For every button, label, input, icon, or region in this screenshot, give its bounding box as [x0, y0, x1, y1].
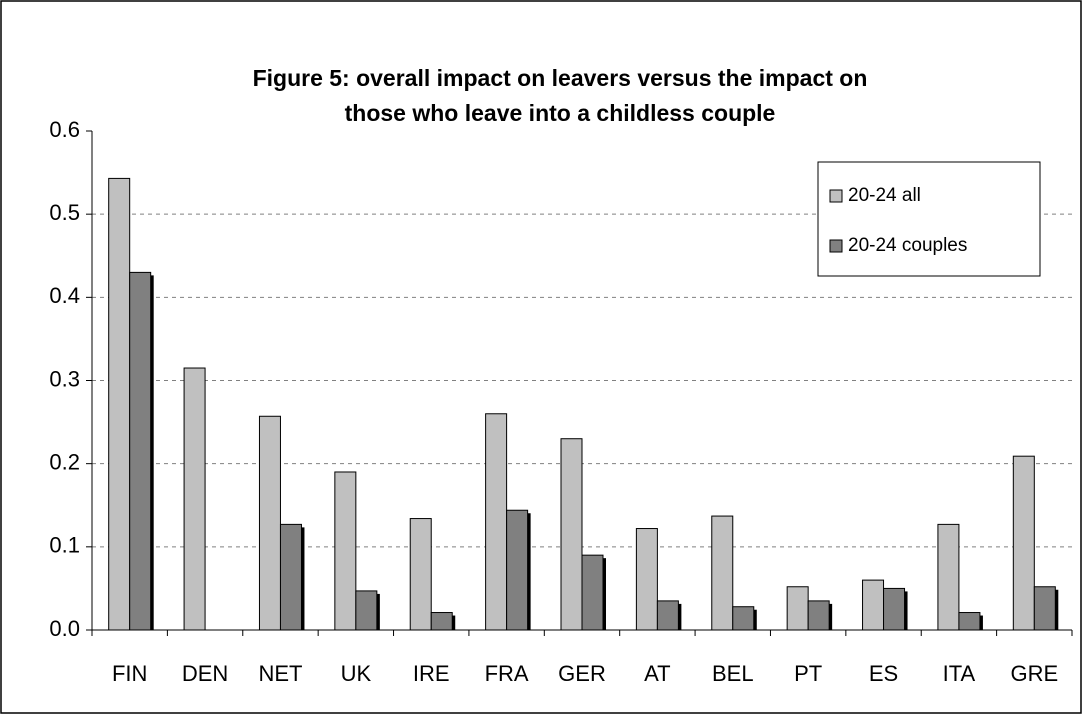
x-tick-label: PT — [794, 661, 822, 686]
x-tick-label: ITA — [943, 661, 976, 686]
bar — [129, 271, 152, 631]
bar — [355, 590, 378, 631]
x-tick-label: GRE — [1010, 661, 1058, 686]
bar — [786, 586, 809, 631]
bar — [732, 606, 755, 631]
bar — [560, 438, 583, 631]
bar — [581, 554, 604, 631]
legend-label: 20-24 couples — [848, 235, 967, 256]
bar — [430, 612, 453, 631]
bar — [506, 509, 529, 631]
y-tick-label: 0.0 — [49, 616, 80, 641]
bar — [1012, 455, 1035, 631]
bar — [937, 523, 960, 631]
chart-title: Figure 5: overall impact on leavers vers… — [253, 65, 868, 91]
bar — [279, 523, 302, 631]
bar — [862, 579, 885, 631]
bar — [883, 587, 906, 631]
bar — [958, 612, 981, 631]
bar — [807, 600, 830, 631]
y-tick-label: 0.6 — [49, 117, 80, 142]
legend-label: 20-24 all — [848, 185, 921, 206]
y-tick-label: 0.2 — [49, 449, 80, 474]
x-tick-label: IRE — [413, 661, 450, 686]
legend-swatch — [829, 239, 843, 253]
x-tick-label: NET — [258, 661, 302, 686]
bar — [711, 515, 734, 631]
x-tick-label: AT — [644, 661, 670, 686]
bar — [635, 528, 658, 631]
bar — [108, 177, 131, 631]
bar — [409, 518, 432, 631]
bar — [485, 413, 508, 631]
x-tick-label: DEN — [182, 661, 228, 686]
legend-box — [817, 161, 1041, 277]
x-tick-label: ES — [869, 661, 898, 686]
bar — [334, 471, 357, 631]
bar — [258, 415, 281, 631]
x-tick-label: FIN — [112, 661, 147, 686]
bar — [183, 367, 206, 631]
x-tick-label: GER — [558, 661, 606, 686]
legend-swatch — [829, 189, 843, 203]
x-tick-label: UK — [341, 661, 372, 686]
bar — [656, 600, 679, 631]
chart-title: those who leave into a childless couple — [345, 100, 776, 126]
x-tick-label: FRA — [485, 661, 529, 686]
y-tick-label: 0.3 — [49, 366, 80, 391]
y-tick-label: 0.4 — [49, 283, 80, 308]
x-tick-label: BEL — [712, 661, 754, 686]
y-tick-label: 0.5 — [49, 200, 80, 225]
y-tick-label: 0.1 — [49, 533, 80, 558]
bar — [1033, 586, 1056, 631]
